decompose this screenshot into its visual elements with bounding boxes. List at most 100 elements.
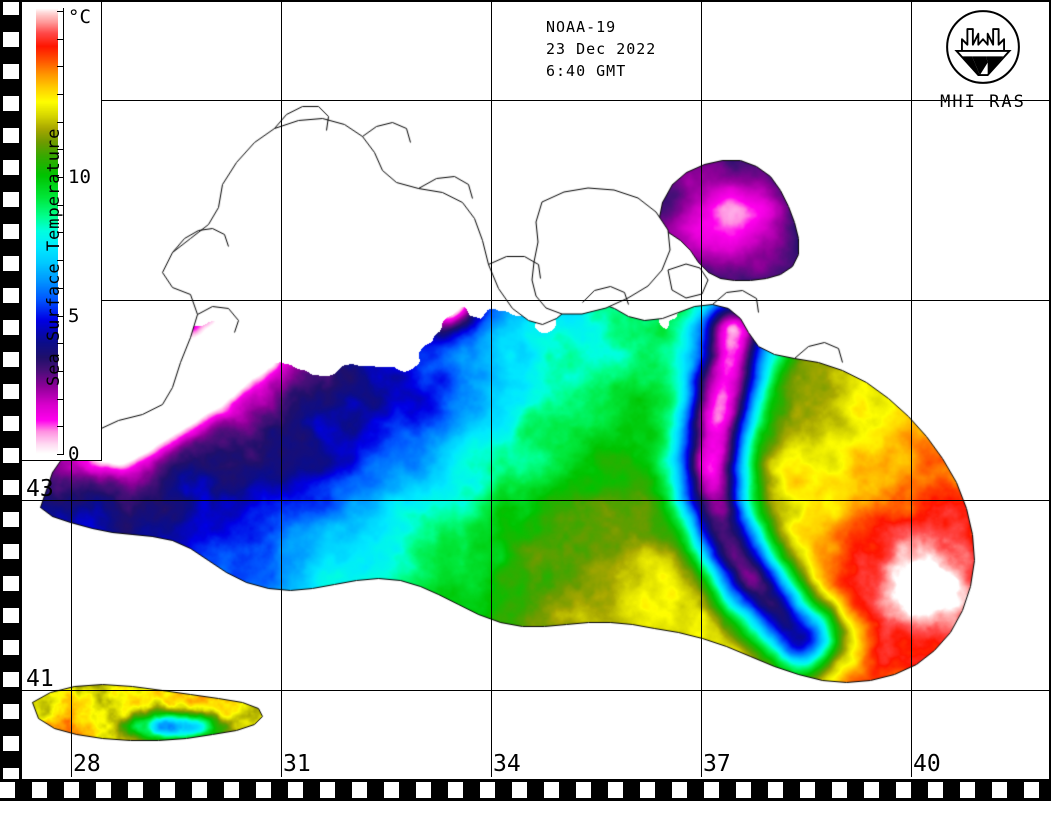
- colorbar-tick-3: [57, 370, 64, 372]
- map-canvas[interactable]: [22, 2, 1049, 777]
- colorbar-tick-5: [57, 315, 64, 317]
- colorbar-axis-title: Sea Surface Temperature: [44, 127, 64, 386]
- colorbar-axis-title-wrap: Sea Surface Temperature: [22, 60, 64, 420]
- ruler-segment: [3, 384, 19, 399]
- colorbar-label-10: 10: [68, 166, 91, 188]
- ruler-segment: [576, 782, 591, 798]
- colorbar-gradient: [36, 8, 58, 454]
- colorbar-tick-2: [57, 398, 64, 400]
- ruler-segment: [960, 782, 975, 798]
- ruler-segment: [672, 782, 687, 798]
- ruler-segment: [3, 448, 19, 463]
- ruler-segment: [3, 32, 19, 47]
- ruler-segment: [768, 782, 783, 798]
- colorbar-label-0: 0: [68, 443, 80, 465]
- ruler-segment: [3, 736, 19, 751]
- gridline-lon-37: [701, 2, 702, 777]
- ruler-segment: [3, 288, 19, 303]
- ruler-segment: [1024, 782, 1039, 798]
- colorbar-panel: 0 5 10 °C: [22, 2, 102, 465]
- ruler-segment: [0, 782, 15, 798]
- colorbar-tick-16: [57, 10, 64, 12]
- ruler-segment: [800, 782, 815, 798]
- ruler-segment: [160, 782, 175, 798]
- ruler-segment: [3, 192, 19, 207]
- lat-label-43: 43: [26, 476, 54, 502]
- lon-label-40: 40: [913, 751, 941, 777]
- ruler-segment: [608, 782, 623, 798]
- ruler-segment: [3, 224, 19, 239]
- ruler-segment: [64, 782, 79, 798]
- ruler-border-left: [0, 0, 22, 815]
- ruler-segment: [3, 704, 19, 719]
- mhi-ras-logo: MHI RAS: [933, 8, 1033, 112]
- colorbar-tick-0: [57, 454, 64, 455]
- colorbar-tick-4: [57, 343, 64, 345]
- ruler-segment: [288, 782, 303, 798]
- logo-caption: MHI RAS: [940, 92, 1026, 112]
- ruler-segment: [992, 782, 1007, 798]
- ruler-segment: [3, 576, 19, 591]
- lat-label-41: 41: [26, 666, 54, 692]
- ruler-segment: [192, 782, 207, 798]
- ruler-border-bottom: [0, 779, 1051, 801]
- ruler-segment: [3, 320, 19, 335]
- ruler-segment: [224, 782, 239, 798]
- ruler-segment: [3, 96, 19, 111]
- ruler-segment: [32, 782, 47, 798]
- ruler-segment: [320, 782, 335, 798]
- colorbar-tick-12: [57, 121, 64, 123]
- colorbar-tick-10: [57, 177, 64, 178]
- frame-right: [1049, 0, 1051, 801]
- gridline-lat-45: [22, 300, 1049, 301]
- ruler-segment: [832, 782, 847, 798]
- ruler-segment: [3, 640, 19, 655]
- ruler-segment: [512, 782, 527, 798]
- gridline-lon-31: [281, 2, 282, 777]
- ruler-segment: [384, 782, 399, 798]
- ruler-segment: [448, 782, 463, 798]
- ruler-segment: [96, 782, 111, 798]
- ruler-segment: [3, 416, 19, 431]
- ruler-segment: [3, 0, 19, 15]
- ruler-segment: [704, 782, 719, 798]
- lon-label-37: 37: [703, 751, 731, 777]
- colorbar-tick-11: [57, 149, 64, 151]
- colorbar-axis: [63, 8, 64, 454]
- ruler-segment: [3, 160, 19, 175]
- ruler-segment: [3, 608, 19, 623]
- colorbar-tick-7: [57, 260, 64, 262]
- colorbar-tick-9: [57, 204, 64, 206]
- frame-top: [0, 0, 1051, 2]
- ruler-segment: [3, 480, 19, 495]
- ruler-segment: [3, 544, 19, 559]
- gridline-lon-40: [911, 2, 912, 777]
- gridline-lon-34: [491, 2, 492, 777]
- colorbar-label-5: 5: [68, 304, 80, 327]
- sst-raster: [22, 2, 1049, 777]
- lon-label-31: 31: [283, 751, 311, 777]
- ruler-segment: [128, 782, 143, 798]
- ruler-segment: [3, 800, 19, 815]
- colorbar-tick-1: [57, 426, 64, 428]
- colorbar-tick-8: [57, 232, 64, 234]
- ruler-segment: [256, 782, 271, 798]
- lon-label-34: 34: [493, 751, 521, 777]
- ruler-segment: [864, 782, 879, 798]
- colorbar-tick-14: [57, 66, 64, 68]
- ruler-segment: [3, 352, 19, 367]
- ruler-segment: [736, 782, 751, 798]
- ruler-segment: [3, 64, 19, 79]
- ruler-segment: [3, 256, 19, 271]
- ruler-segment: [928, 782, 943, 798]
- institute-emblem-icon: [946, 10, 1020, 84]
- ruler-segment: [480, 782, 495, 798]
- colorbar-tick-6: [57, 287, 64, 289]
- colorbar-tick-13: [57, 93, 64, 95]
- ruler-segment: [416, 782, 431, 798]
- colorbar-tick-15: [57, 38, 64, 40]
- ruler-segment: [352, 782, 367, 798]
- ruler-segment: [544, 782, 559, 798]
- lon-label-28: 28: [73, 751, 101, 777]
